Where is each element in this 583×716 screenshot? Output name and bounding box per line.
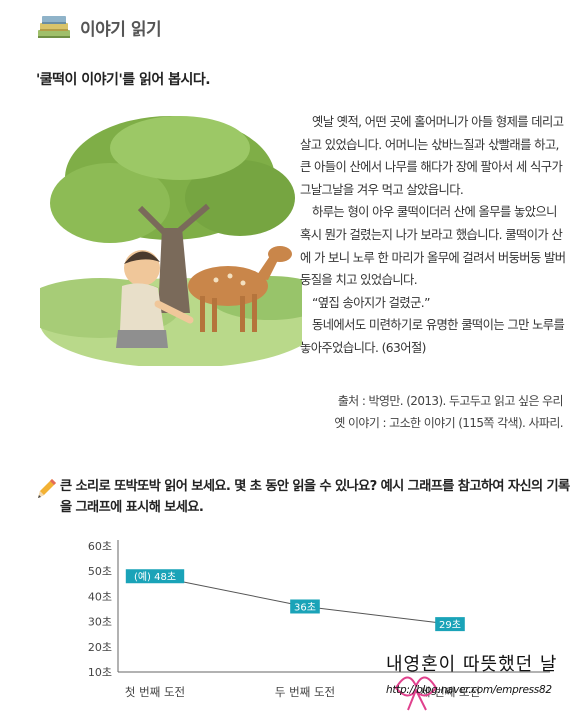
story-illustration [40,116,302,366]
y-tick-label: 10초 [88,666,112,679]
y-tick-label: 50초 [88,565,112,578]
data-label-box [435,617,465,632]
y-tick-label: 60초 [88,540,112,553]
data-label: (예) 48초 [134,571,176,583]
data-label: 36초 [294,601,316,613]
y-tick-label: 40초 [88,590,112,603]
data-label: 29초 [439,619,461,631]
x-tick-label: 두 번째 도전 [275,685,335,699]
source-line: 출처 : 박영만. (2013). 두고두고 읽고 싶은 우리 [337,394,564,408]
book-stack-icon [38,16,70,38]
x-tick-label: 첫 번째 도전 [125,685,185,699]
story-source: 출처 : 박영만. (2013). 두고두고 읽고 싶은 우리 옛 이야기 : … [303,390,563,434]
story-paragraph: 동네에서도 미련하기로 유명한 쿨떡이는 그만 노루를 놓아주었습니다. (63… [300,318,565,355]
y-tick-label: 30초 [88,616,112,629]
story-paragraph: “옆집 송아지가 걸렸군.” [312,295,430,310]
task-text: 큰 소리로 또박또박 읽어 보세요. 몇 초 동안 읽을 수 있나요? 예시 그… [60,479,570,515]
data-label-box [125,569,185,584]
y-tick-label: 20초 [88,641,112,654]
ribbon-icon [394,676,438,711]
section-title: 이야기 읽기 [80,19,162,40]
section-header: 이야기 읽기 [34,12,162,42]
watermark-title: 내영혼이 따뜻했던 날 [386,654,558,675]
reading-instruction: '쿨떡이 이야기'를 읽어 봅시다. [36,72,211,88]
source-line: 옛 이야기 : 고소한 이야기 (115쪽 각색). 사파리. [334,416,563,430]
reading-task: 큰 소리로 또박또박 읽어 보세요. 몇 초 동안 읽을 수 있나요? 예시 그… [34,476,574,518]
blog-watermark: 내영혼이 따뜻했던 날 http://blog.naver.com/empres… [386,650,580,712]
story-paragraph: 하루는 형이 아우 쿨떡이더러 산에 올무를 놓았으니 혹시 뭔가 걸렸는지 나… [300,205,566,288]
pencil-icon [38,479,56,498]
watermark-url: http://blog.naver.com/empress82 [386,684,552,696]
story-text: 옛날 옛적, 어떤 곳에 홀어머니가 아들 형제를 데리고 살고 있었습니다. … [300,111,568,360]
story-paragraph: 옛날 옛적, 어떤 곳에 홀어머니가 아들 형제를 데리고 살고 있었습니다. … [300,115,564,197]
data-label-box [290,599,320,614]
